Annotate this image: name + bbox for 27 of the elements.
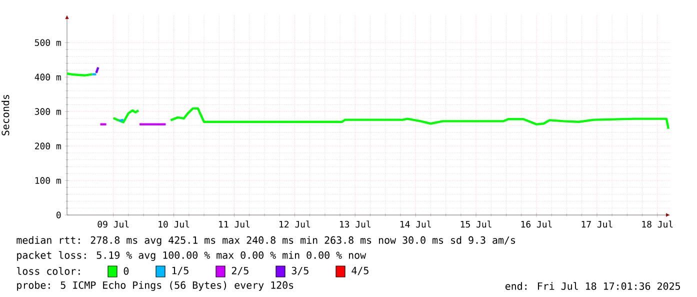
text: median rtt: 278.8 ms avg 425.1 ms max 240.8 ms min 263.8 ms now 30.0 ms sd 9.3 am/s [16,236,516,246]
legend-title: loss color: [16,267,80,275]
legend-label: 3/5 [292,266,308,276]
x-tick-label: 16 Jul [521,220,552,228]
x-tick-label: 13 Jul [340,220,370,228]
y-axis-title: Seconds [2,94,10,136]
legend-label: 2/5 [232,266,248,276]
x-tick-label: 09 Jul [98,220,129,228]
x-tick-label: 12 Jul [280,220,310,228]
y-tick-label: 400 m [34,74,61,80]
y-tick-label: 300 m [34,108,61,115]
x-tick-label: 18 Jul [642,220,673,228]
y-tick-label: 500 m [34,39,61,46]
y-tick-label: 200 m [35,142,61,150]
x-tick-label: 17 Jul [582,220,612,228]
x-tick-label: 11 Jul [219,220,250,228]
x-tick-label: 10 Jul [158,220,190,228]
legend-label: 1/5 [172,266,188,276]
y-tick-label: 100 m [35,177,61,184]
x-tick-label: 14 Jul [400,220,431,228]
legend-label: 4/5 [352,266,368,276]
y-tick-label: 0 [56,212,61,218]
text: packet loss: 5.19 % avg 100.00 % max 0.00 % min 0.00 % now [17,251,366,261]
x-tick-label: 15 Jul [460,220,492,228]
text: end: Fri Jul 18 17:01:36 2025 [505,282,680,290]
legend-label: 0 [124,267,129,275]
text: probe: 5 ICMP Echo Pings (56 Bytes) every 120s [17,281,294,291]
